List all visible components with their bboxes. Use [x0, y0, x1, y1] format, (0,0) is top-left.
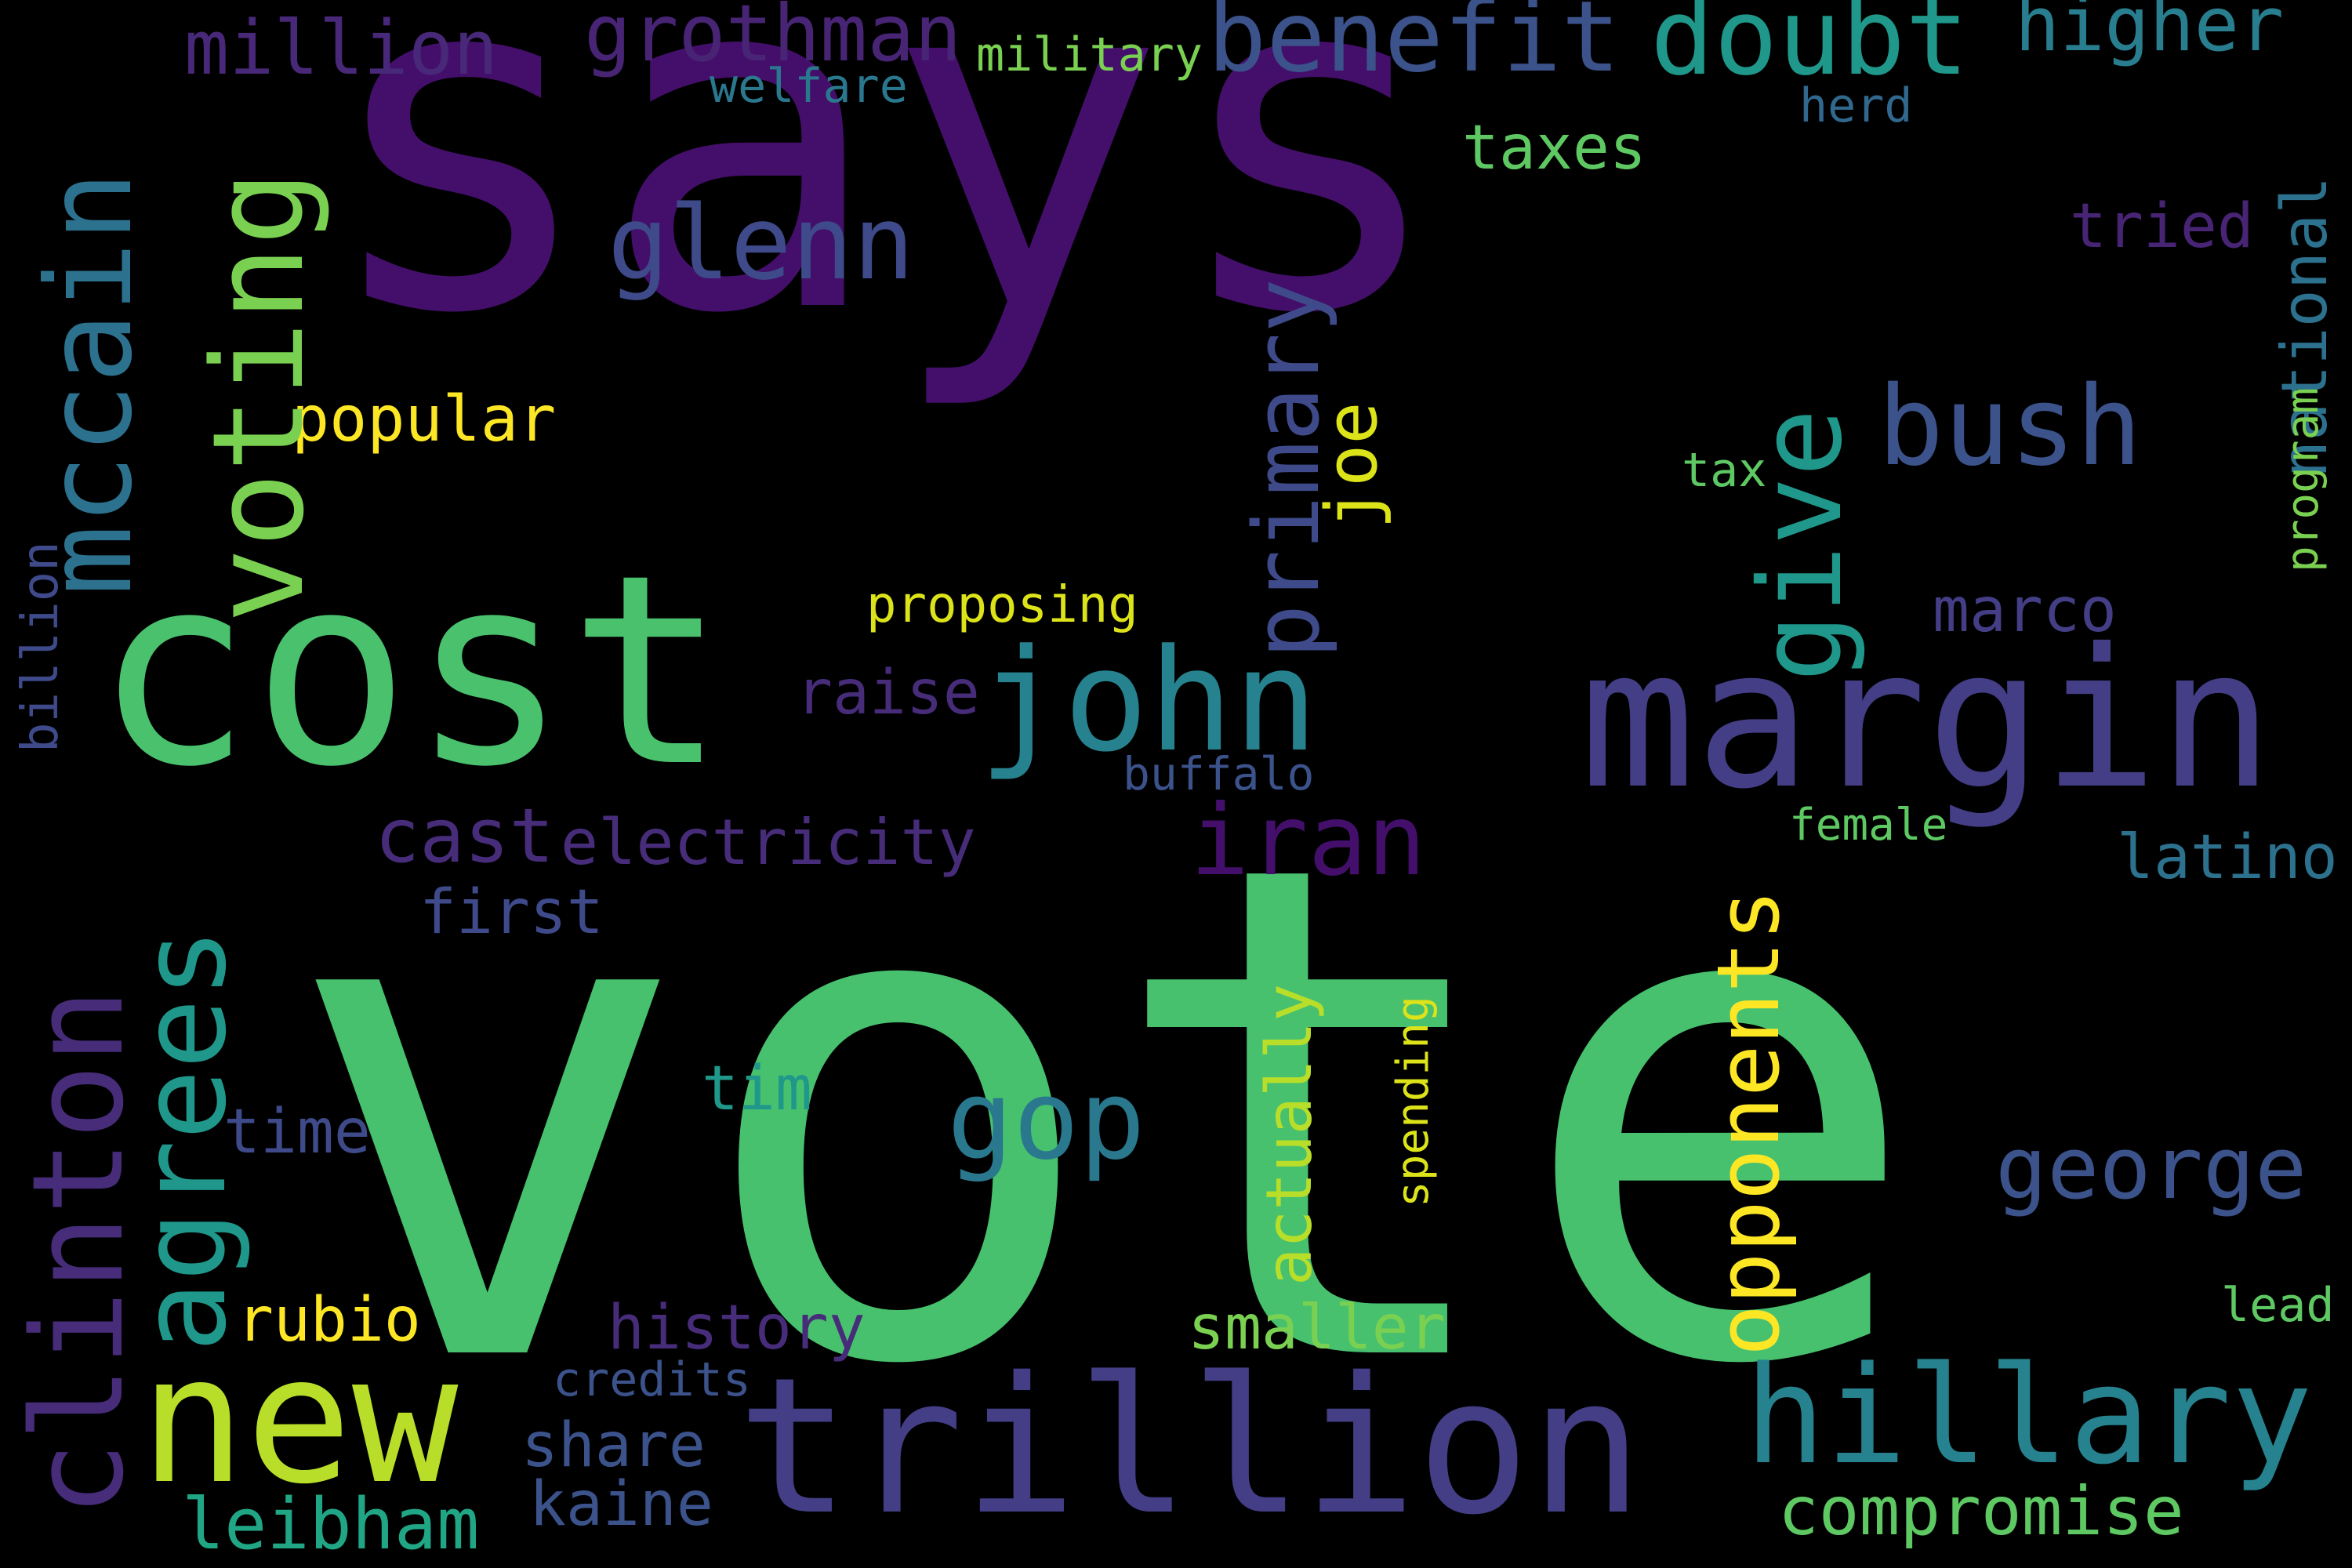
word-first: first [419, 877, 604, 948]
word-spending: spending [1388, 996, 1439, 1207]
word-time: time [223, 1097, 371, 1167]
word-latino: latino [2117, 822, 2338, 893]
word-voting: voting [185, 170, 332, 623]
word-kaine: kaine [529, 1469, 713, 1540]
word-margin: margin [1580, 608, 2274, 831]
word-share: share [521, 1410, 706, 1481]
word-buffalo: buffalo [1123, 747, 1315, 800]
word-tax: tax [1682, 443, 1767, 498]
word-military: military [976, 27, 1203, 82]
word-billion: billion [12, 541, 70, 753]
word-doubt: doubt [1650, 0, 1969, 99]
word-says: says [318, 0, 1450, 416]
word-bush: bush [1878, 363, 2143, 491]
word-mccain: mccain [22, 171, 158, 596]
word-female: female [1789, 800, 1948, 851]
word-compromise: compromise [1778, 1472, 2184, 1551]
word-tim: tim [702, 1054, 812, 1124]
word-john: john [978, 619, 1319, 783]
word-grothman: grothman [584, 0, 962, 79]
word-opponents: opponents [1698, 888, 1798, 1356]
word-actually: actually [1253, 983, 1326, 1286]
word-electricity: electricity [561, 806, 976, 879]
word-history: history [608, 1293, 866, 1363]
word-cast: cast [375, 793, 554, 880]
word-taxes: taxes [1462, 113, 1646, 183]
word-cost: cost [94, 519, 727, 825]
word-hillary: hillary [1744, 1337, 2313, 1494]
word-herd: herd [1799, 78, 1913, 133]
word-popular: popular [292, 383, 557, 456]
word-tried: tried [2070, 191, 2254, 262]
word-benefit: benefit [1207, 0, 1621, 94]
word-george: george [1995, 1118, 2307, 1218]
word-lead: lead [2221, 1278, 2335, 1333]
word-proposing: proposing [866, 576, 1138, 634]
word-million: million [184, 5, 499, 92]
word-rubio: rubio [237, 1285, 421, 1356]
word-program: program [2278, 387, 2328, 572]
word-credits: credits [553, 1352, 751, 1407]
word-vote: vote [282, 720, 1926, 1514]
word-gop: gop [947, 1057, 1145, 1185]
word-new: new [140, 1318, 459, 1523]
word-joe: joe [1311, 401, 1393, 529]
word-higher: higher [2015, 0, 2285, 68]
word-smaller: smaller [1188, 1293, 1446, 1363]
word-leibham: leibham [182, 1483, 480, 1566]
word-glenn: glenn [608, 183, 915, 303]
word-raise: raise [796, 658, 980, 728]
word-iran: iran [1190, 784, 1427, 898]
word-trillion: trillion [737, 1337, 1643, 1556]
word-give: give [1735, 408, 1867, 682]
word-marco: marco [1933, 575, 2117, 646]
word-agrees: agrees [116, 927, 252, 1352]
word-welfare: welfare [710, 59, 908, 114]
